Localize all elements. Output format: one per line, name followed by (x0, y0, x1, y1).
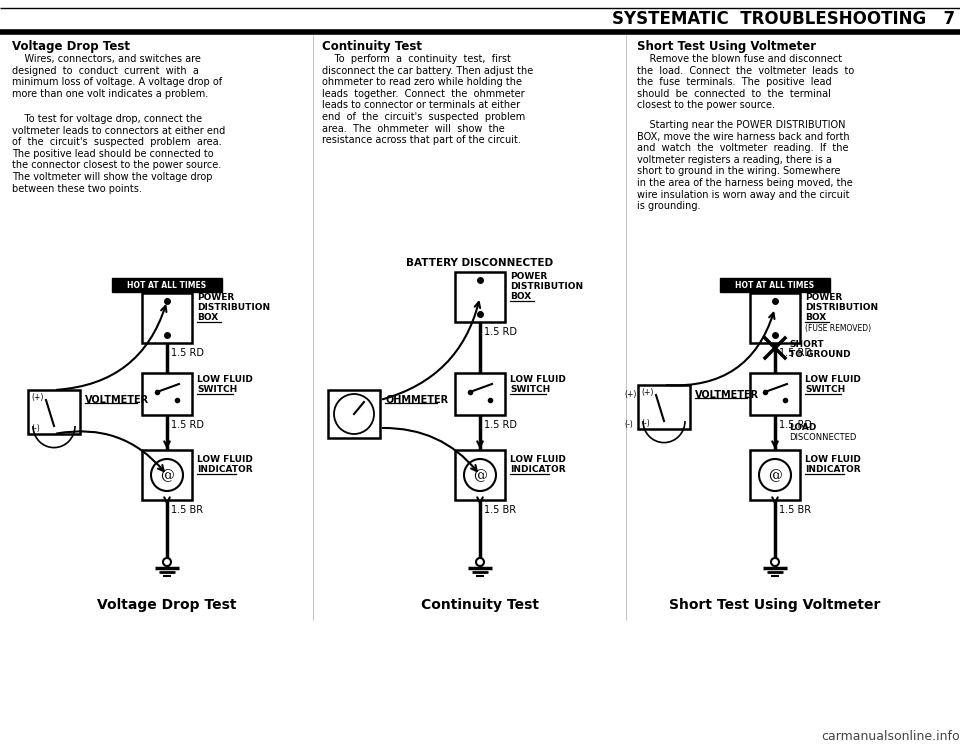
Bar (638, 385, 690, 429)
Text: POWER: POWER (510, 272, 547, 281)
Text: (FUSE REMOVED): (FUSE REMOVED) (805, 324, 871, 333)
Text: (+): (+) (31, 393, 43, 402)
Circle shape (334, 394, 374, 434)
Bar (750, 293, 800, 343)
Text: 1.5 BR: 1.5 BR (484, 505, 516, 515)
Text: DISCONNECTED: DISCONNECTED (789, 433, 856, 442)
Text: OHMMETER: OHMMETER (385, 395, 448, 405)
Bar (142, 450, 192, 500)
Text: DISTRIBUTION: DISTRIBUTION (197, 303, 270, 312)
Circle shape (163, 558, 171, 566)
Text: INDICATOR: INDICATOR (197, 465, 252, 474)
Text: TO GROUND: TO GROUND (789, 350, 851, 359)
Text: Short Test Using Voltmeter: Short Test Using Voltmeter (637, 40, 816, 53)
Bar (328, 390, 380, 438)
Text: 1.5 RD: 1.5 RD (171, 420, 204, 430)
Text: SYSTEMATIC  TROUBLESHOOTING   7: SYSTEMATIC TROUBLESHOOTING 7 (612, 10, 955, 28)
Text: SHORT: SHORT (789, 340, 824, 349)
Text: VOLTMETER: VOLTMETER (695, 390, 759, 400)
Text: DISTRIBUTION: DISTRIBUTION (510, 282, 583, 291)
Bar (720, 278, 830, 292)
Bar (750, 373, 800, 415)
Bar (28, 390, 80, 434)
Bar (455, 373, 505, 415)
Text: @: @ (160, 468, 174, 482)
Text: LOAD: LOAD (789, 423, 816, 432)
Bar (142, 293, 192, 343)
Text: LOW FLUID: LOW FLUID (805, 455, 861, 464)
Bar (750, 450, 800, 500)
Text: (-): (-) (31, 424, 39, 433)
Text: Starting near the POWER DISTRIBUTION
BOX, move the wire harness back and forth
a: Starting near the POWER DISTRIBUTION BOX… (637, 120, 852, 211)
Text: LOW FLUID: LOW FLUID (197, 375, 252, 384)
Text: 1.5 RD: 1.5 RD (779, 348, 812, 358)
Text: (-): (-) (624, 420, 633, 429)
Text: HOT AT ALL TIMES: HOT AT ALL TIMES (735, 280, 815, 289)
Bar (142, 373, 192, 415)
Text: HOT AT ALL TIMES: HOT AT ALL TIMES (128, 280, 206, 289)
Circle shape (464, 459, 496, 491)
Text: 1.5 RD: 1.5 RD (484, 420, 517, 430)
Bar (455, 450, 505, 500)
Text: POWER: POWER (197, 293, 234, 302)
Text: BOX: BOX (197, 313, 218, 322)
Text: Voltage Drop Test: Voltage Drop Test (97, 598, 237, 612)
Text: Continuity Test: Continuity Test (421, 598, 539, 612)
Text: To test for voltage drop, connect the
voltmeter leads to connectors at either en: To test for voltage drop, connect the vo… (12, 114, 226, 194)
Text: INDICATOR: INDICATOR (805, 465, 860, 474)
Circle shape (476, 558, 484, 566)
Text: BATTERY DISCONNECTED: BATTERY DISCONNECTED (406, 258, 554, 268)
Text: Remove the blown fuse and disconnect
the  load.  Connect  the  voltmeter  leads : Remove the blown fuse and disconnect the… (637, 54, 854, 110)
Text: 1.5 BR: 1.5 BR (779, 505, 811, 515)
Text: LOW FLUID: LOW FLUID (805, 375, 861, 384)
Text: LOW FLUID: LOW FLUID (510, 455, 565, 464)
Text: (-): (-) (641, 419, 650, 428)
Text: carmanualsonline.info: carmanualsonline.info (822, 730, 960, 743)
Text: To  perform  a  continuity  test,  first
disconnect the car battery. Then adjust: To perform a continuity test, first disc… (322, 54, 533, 145)
Text: SWITCH: SWITCH (197, 385, 237, 394)
Text: POWER: POWER (805, 293, 842, 302)
Text: 1.5 RD: 1.5 RD (779, 420, 812, 430)
Text: DISTRIBUTION: DISTRIBUTION (805, 303, 878, 312)
Text: (+): (+) (641, 388, 654, 397)
Text: SWITCH: SWITCH (510, 385, 550, 394)
Text: Wires, connectors, and switches are
designed  to  conduct  current  with  a
mini: Wires, connectors, and switches are desi… (12, 54, 222, 98)
Text: @: @ (473, 468, 487, 482)
Text: BOX: BOX (510, 292, 531, 301)
Circle shape (771, 558, 779, 566)
Text: LOW FLUID: LOW FLUID (510, 375, 565, 384)
Text: 1.5 BR: 1.5 BR (171, 505, 204, 515)
Text: (+): (+) (624, 390, 636, 399)
Bar (455, 272, 505, 322)
Text: SWITCH: SWITCH (805, 385, 845, 394)
Circle shape (151, 459, 183, 491)
Text: Continuity Test: Continuity Test (322, 40, 422, 53)
Text: INDICATOR: INDICATOR (510, 465, 565, 474)
Text: @: @ (768, 468, 782, 482)
Text: Voltage Drop Test: Voltage Drop Test (12, 40, 130, 53)
Text: 1.5 RD: 1.5 RD (171, 348, 204, 358)
Bar (112, 278, 222, 292)
Text: 1.5 RD: 1.5 RD (484, 327, 517, 337)
Text: Short Test Using Voltmeter: Short Test Using Voltmeter (669, 598, 880, 612)
Text: LOW FLUID: LOW FLUID (197, 455, 252, 464)
Circle shape (759, 459, 791, 491)
Text: BOX: BOX (805, 313, 827, 322)
Text: VOLTMETER: VOLTMETER (85, 395, 149, 405)
